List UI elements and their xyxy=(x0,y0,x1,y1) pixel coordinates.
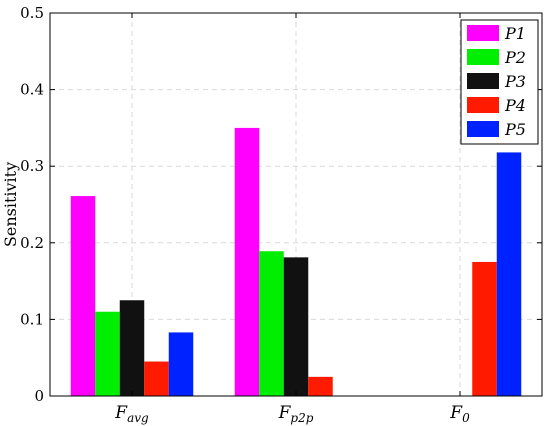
bars xyxy=(70,127,522,397)
y-tick-label: 0.1 xyxy=(20,310,44,328)
bar-p3-1 xyxy=(283,257,309,396)
bar-p4-1 xyxy=(308,376,333,396)
legend-swatch-p4 xyxy=(467,97,499,113)
legend-label-p3: P3 xyxy=(504,72,526,91)
legend-swatch-p5 xyxy=(467,121,499,137)
y-axis-label: Sensitivity xyxy=(1,162,20,247)
x-tick-label-1: Fp2p xyxy=(278,403,314,425)
bar-p1-0 xyxy=(70,196,96,396)
bar-p3-0 xyxy=(119,300,145,396)
legend-label-p5: P5 xyxy=(504,120,526,139)
bar-p4-2 xyxy=(472,261,497,396)
x-axis-ticks: Favg Fp2p F0 xyxy=(114,13,470,425)
bar-p5-2 xyxy=(496,152,522,396)
legend-swatch-p3 xyxy=(467,73,499,89)
y-tick-label: 0.4 xyxy=(20,81,44,99)
bar-p5-0 xyxy=(168,332,194,396)
legend: P1 P2 P3 P4 P5 xyxy=(460,19,539,145)
bar-p2-0 xyxy=(95,311,120,396)
x-tick-label-2: F0 xyxy=(449,403,470,425)
legend-label-p1: P1 xyxy=(504,24,526,43)
x-tick-label-0: Favg xyxy=(114,403,149,425)
bar-p4-0 xyxy=(144,361,169,396)
legend-swatch-p2 xyxy=(467,49,499,65)
bar-p2-1 xyxy=(259,251,284,396)
legend-swatch-p1 xyxy=(467,25,499,41)
legend-label-p2: P2 xyxy=(504,48,526,67)
y-tick-label: 0.2 xyxy=(20,234,44,252)
y-tick-label: 0.3 xyxy=(20,157,44,175)
legend-label-p4: P4 xyxy=(504,96,526,115)
y-tick-label: 0 xyxy=(34,387,44,405)
y-tick-label: 0.5 xyxy=(20,4,44,22)
y-axis-ticks: 0 0.1 0.2 0.3 0.4 0.5 xyxy=(20,4,542,405)
bar-p1-1 xyxy=(234,127,260,397)
